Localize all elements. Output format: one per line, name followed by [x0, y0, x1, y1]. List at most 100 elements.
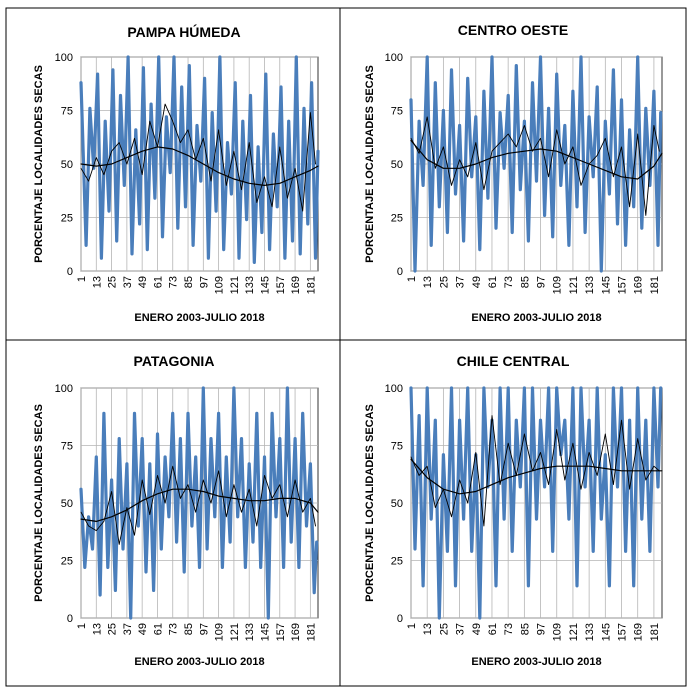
x-tick-label: 61	[487, 276, 499, 288]
monthly-series-line	[409, 386, 663, 620]
x-tick-label: 97	[536, 276, 548, 288]
y-axis-label: PORCENTAJE LOCALIDADES SECAS	[33, 65, 45, 263]
y-tick-label: 75	[61, 441, 73, 453]
y-tick-label: 75	[391, 441, 403, 453]
moving-average-line	[80, 465, 316, 545]
x-tick-label: 1	[76, 276, 88, 282]
x-tick-label: 169	[633, 276, 645, 294]
x-axis-label: ENERO 2003-JULIO 2018	[471, 656, 601, 668]
x-tick-label: 169	[290, 623, 302, 641]
monthly-series-line	[409, 55, 663, 273]
y-tick-label: 25	[391, 213, 403, 225]
y-tick-label: 100	[385, 383, 403, 395]
x-tick-label: 73	[503, 623, 515, 635]
moving-average-line	[410, 415, 660, 527]
x-tick-label: 181	[305, 276, 317, 294]
moving-average-line	[410, 116, 660, 216]
x-tick-label: 73	[168, 276, 180, 288]
x-tick-label: 1	[406, 623, 418, 629]
x-tick-label: 73	[503, 276, 515, 288]
x-tick-label: 85	[183, 276, 195, 288]
x-tick-label: 13	[91, 276, 103, 288]
y-tick-label: 0	[67, 613, 73, 625]
y-tick-label: 75	[391, 106, 403, 118]
x-tick-label: 25	[107, 623, 119, 635]
x-tick-label: 145	[259, 276, 271, 294]
x-tick-label: 37	[122, 623, 134, 635]
x-tick-label: 157	[275, 623, 287, 641]
x-tick-label: 25	[438, 623, 450, 635]
trend-line	[80, 146, 319, 186]
x-tick-label: 133	[584, 623, 596, 641]
x-tick-label: 121	[229, 276, 241, 294]
chart-title: CENTRO OESTE	[458, 22, 568, 38]
x-tick-label: 145	[600, 623, 612, 641]
y-tick-label: 50	[61, 498, 73, 510]
trend-line	[410, 458, 663, 495]
chart-title: PAMPA HÚMEDA	[127, 23, 240, 40]
y-tick-label: 25	[391, 556, 403, 568]
panel-borders	[5, 7, 687, 687]
chart-title: PATAGONIA	[134, 353, 215, 369]
monthly-series-line	[79, 386, 319, 620]
x-tick-label: 61	[487, 623, 499, 635]
x-tick-label: 145	[259, 623, 271, 641]
x-tick-label: 181	[305, 623, 317, 641]
y-tick-label: 25	[61, 213, 73, 225]
x-tick-label: 61	[152, 276, 164, 288]
x-tick-label: 49	[471, 276, 483, 288]
x-tick-label: 13	[91, 623, 103, 635]
y-axis-label: PORCENTAJE LOCALIDADES SECAS	[33, 404, 45, 602]
y-tick-label: 100	[55, 52, 73, 64]
x-tick-label: 121	[568, 276, 580, 294]
x-tick-label: 13	[422, 623, 434, 635]
y-tick-label: 50	[391, 498, 403, 510]
y-tick-label: 50	[61, 159, 73, 171]
x-tick-label: 133	[244, 276, 256, 294]
y-tick-label: 100	[385, 52, 403, 64]
x-tick-label: 181	[649, 623, 661, 641]
x-tick-label: 121	[229, 623, 241, 641]
x-tick-label: 121	[568, 623, 580, 641]
x-tick-label: 157	[275, 276, 287, 294]
y-tick-label: 50	[391, 159, 403, 171]
x-tick-label: 109	[552, 623, 564, 641]
x-tick-label: 61	[152, 623, 164, 635]
x-tick-label: 97	[198, 276, 210, 288]
x-tick-label: 145	[600, 276, 612, 294]
x-tick-label: 1	[76, 623, 88, 629]
y-tick-label: 0	[67, 266, 73, 278]
x-tick-label: 85	[183, 623, 195, 635]
x-tick-label: 49	[137, 623, 149, 635]
chart-panel-2: 0 25 50 75 100 1 13 25 37 49 61 73 85 97 109 121 133 145 1…	[364, 22, 663, 324]
chart-panel-4: 0 25 50 75 100 1 13 25 37 49 61 73 85 97 109 121 133 145 1…	[364, 353, 663, 668]
x-tick-label: 133	[244, 623, 256, 641]
chart-title: CHILE CENTRAL	[457, 353, 570, 369]
y-tick-label: 0	[397, 266, 403, 278]
x-tick-label: 85	[519, 623, 531, 635]
x-tick-label: 109	[214, 276, 226, 294]
x-tick-label: 157	[617, 623, 629, 641]
x-tick-label: 37	[455, 276, 467, 288]
y-tick-label: 75	[61, 106, 73, 118]
x-tick-label: 13	[422, 276, 434, 288]
x-tick-label: 1	[406, 276, 418, 282]
x-tick-label: 169	[633, 623, 645, 641]
x-tick-label: 37	[122, 276, 134, 288]
trend-line	[410, 139, 663, 180]
monthly-series-line	[79, 55, 320, 264]
moving-average-line	[80, 103, 316, 212]
x-tick-label: 109	[552, 276, 564, 294]
trend-line	[80, 488, 319, 523]
x-tick-label: 25	[438, 276, 450, 288]
x-axis-label: ENERO 2003-JULIO 2018	[134, 312, 264, 324]
x-tick-label: 133	[584, 276, 596, 294]
panel-border-4	[339, 339, 687, 687]
x-tick-label: 49	[471, 623, 483, 635]
x-tick-label: 85	[519, 276, 531, 288]
